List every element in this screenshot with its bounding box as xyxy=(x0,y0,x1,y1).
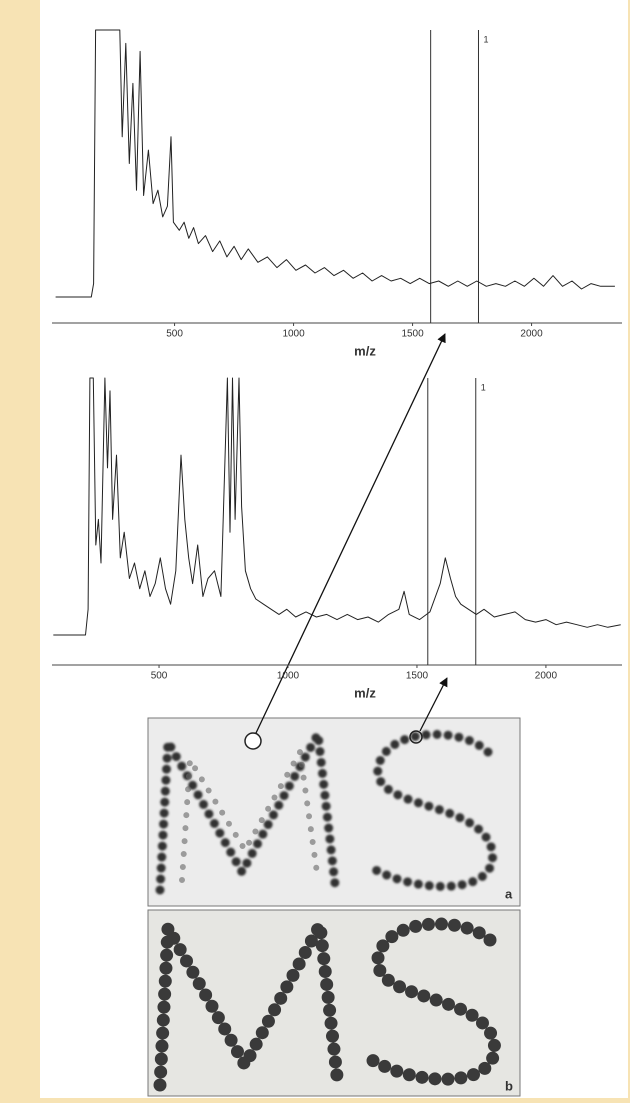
spectrum-chart: 500 1000 1500 2000 m/z 1 xyxy=(52,29,622,358)
spectrum-line xyxy=(55,29,615,298)
panel-label: b xyxy=(505,1078,513,1093)
panel-label: a xyxy=(505,886,513,901)
spectrum-chart: 500 1000 1500 2000 m/z 1 xyxy=(52,377,622,700)
spectrum-line xyxy=(53,377,621,636)
x-tick-label: 1000 xyxy=(277,671,300,682)
x-tick-label: 2000 xyxy=(520,329,543,340)
image-panel-b: b xyxy=(147,903,521,1097)
x-axis-label: m/z xyxy=(354,343,376,358)
x-tick-label: 2000 xyxy=(535,671,558,682)
x-tick-label: 1500 xyxy=(401,329,424,340)
marker-label: 1 xyxy=(481,382,486,392)
x-tick-label: 500 xyxy=(151,671,168,682)
image-panel-a: a xyxy=(147,717,521,907)
x-tick-label: 1500 xyxy=(406,671,429,682)
marker-label: 1 xyxy=(483,34,488,44)
arrow xyxy=(419,677,448,732)
x-tick-label: 500 xyxy=(166,329,183,340)
x-tick-label: 1000 xyxy=(282,329,305,340)
x-axis-label: m/z xyxy=(354,685,376,700)
